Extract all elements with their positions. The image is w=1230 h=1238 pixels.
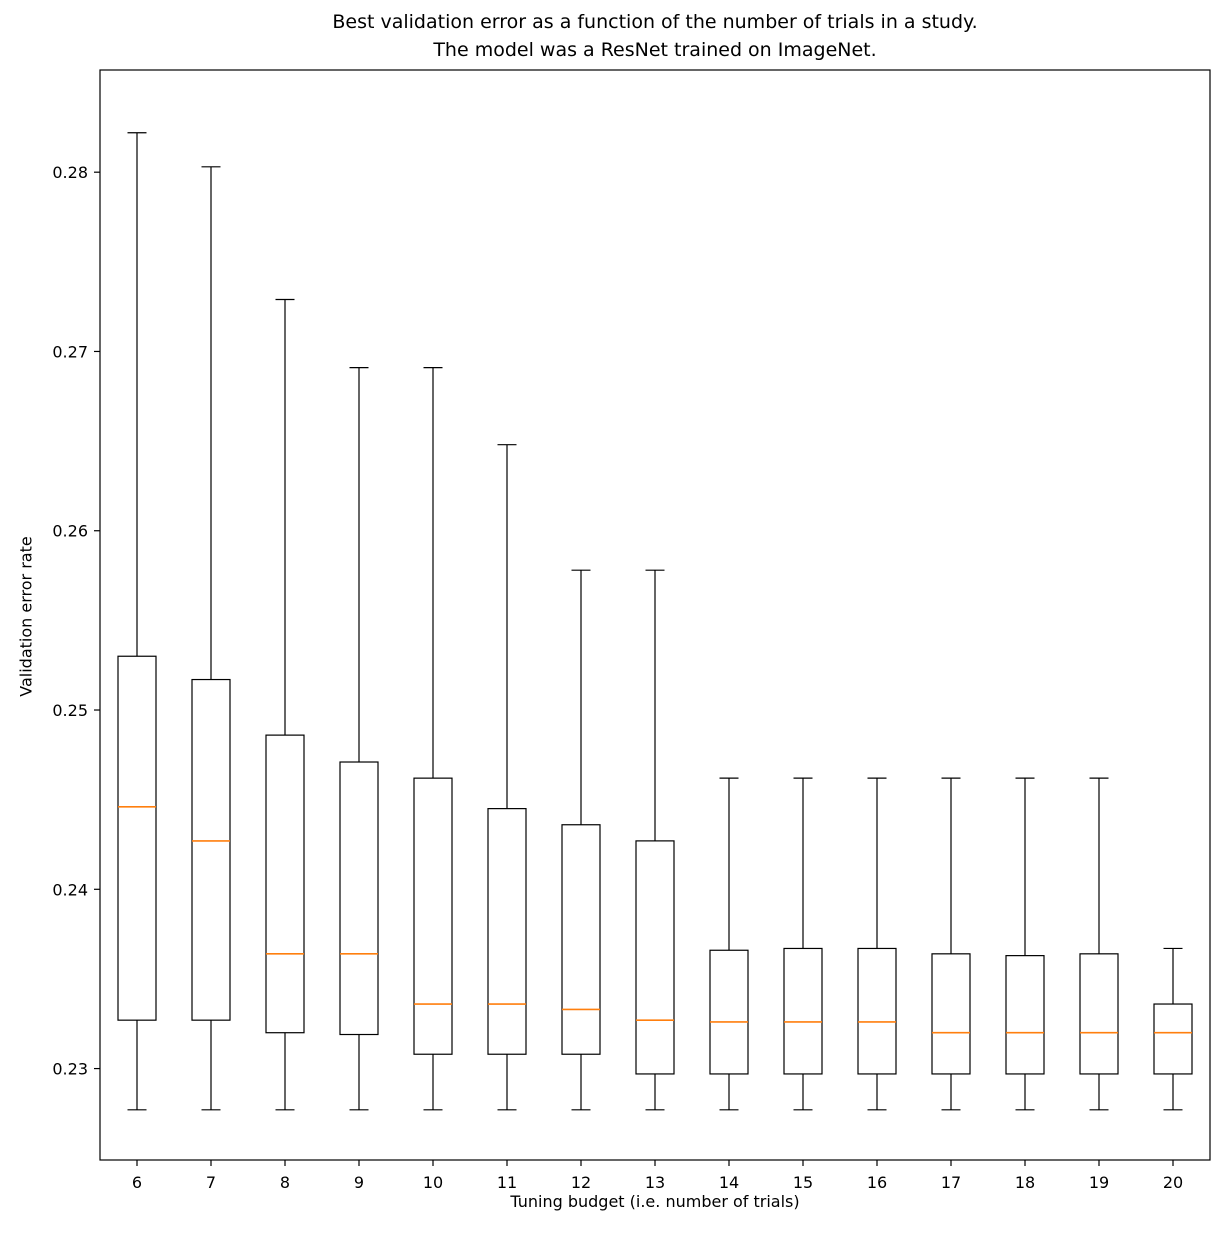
x-tick-label: 18 [1015,1173,1035,1192]
y-tick-label: 0.26 [52,522,88,541]
x-tick-label: 6 [132,1173,142,1192]
x-tick-label: 9 [354,1173,364,1192]
box-15 [783,947,823,1075]
x-tick-label: 13 [645,1173,665,1192]
x-tick-label: 14 [719,1173,739,1192]
chart-title-line1: Best validation error as a function of t… [332,11,978,33]
x-tick-label: 10 [423,1173,443,1192]
y-tick-label: 0.27 [52,342,88,361]
box-6 [117,655,157,1021]
box-12 [561,824,601,1055]
box-18 [1005,955,1045,1075]
box-13 [635,840,675,1075]
x-tick-label: 8 [280,1173,290,1192]
chart-title-line2: The model was a ResNet trained on ImageN… [433,39,877,61]
y-axis-label: Validation error rate [16,536,36,697]
x-tick-label: 15 [793,1173,813,1192]
x-tick-label: 7 [206,1173,216,1192]
box-10 [413,777,453,1055]
y-tick-label: 0.25 [52,701,88,720]
box-20 [1153,1003,1193,1075]
y-tick-label: 0.23 [52,1060,88,1079]
box-9 [339,761,379,1036]
x-tick-label: 19 [1089,1173,1109,1192]
x-tick-label: 17 [941,1173,961,1192]
box-7 [191,678,231,1021]
box-11 [487,808,527,1055]
box-8 [265,734,305,1034]
box-14 [709,949,749,1075]
x-tick-label: 16 [867,1173,887,1192]
box-19 [1079,953,1119,1075]
y-tick-label: 0.24 [52,880,88,899]
x-tick-label: 11 [497,1173,517,1192]
x-tick-label: 20 [1163,1173,1183,1192]
y-tick-label: 0.28 [52,163,88,182]
x-axis-label: Tuning budget (i.e. number of trials) [510,1192,800,1211]
box-16 [857,947,897,1075]
chart-title: Best validation error as a function of t… [100,8,1210,64]
x-tick-label: 12 [571,1173,591,1192]
box-17 [931,953,971,1075]
